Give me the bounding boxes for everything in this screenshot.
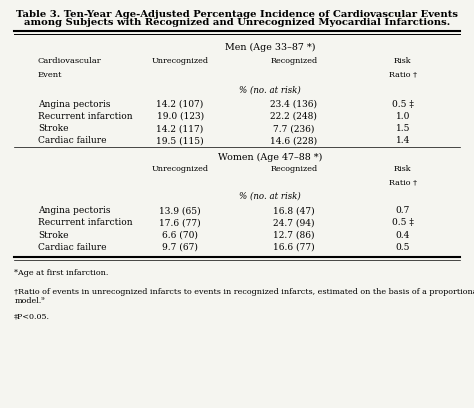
Text: Women (Age 47–88 *): Women (Age 47–88 *) [218, 153, 322, 162]
Text: 17.6 (77): 17.6 (77) [159, 218, 201, 227]
Text: among Subjects with Recognized and Unrecognized Myocardial Infarctions.: among Subjects with Recognized and Unrec… [24, 18, 450, 27]
Text: Stroke: Stroke [38, 124, 68, 133]
Text: Cardiac failure: Cardiac failure [38, 243, 107, 252]
Text: †Ratio of events in unrecognized infarcts to events in recognized infarcts, esti: †Ratio of events in unrecognized infarct… [14, 288, 474, 305]
Text: ‡P<0.05.: ‡P<0.05. [14, 312, 50, 320]
Text: 0.5: 0.5 [396, 243, 410, 252]
Text: 19.0 (123): 19.0 (123) [156, 112, 204, 121]
Text: Event: Event [38, 71, 63, 80]
Text: 0.7: 0.7 [396, 206, 410, 215]
Text: Cardiovascular: Cardiovascular [38, 57, 101, 65]
Text: Recognized: Recognized [270, 165, 318, 173]
Text: 6.6 (70): 6.6 (70) [162, 231, 198, 239]
Text: % (no. at risk): % (no. at risk) [239, 86, 301, 95]
Text: Risk: Risk [394, 57, 412, 65]
Text: Recurrent infarction: Recurrent infarction [38, 218, 133, 227]
Text: 1.0: 1.0 [396, 112, 410, 121]
Text: Stroke: Stroke [38, 231, 68, 239]
Text: 16.8 (47): 16.8 (47) [273, 206, 315, 215]
Text: 14.6 (228): 14.6 (228) [270, 136, 318, 145]
Text: 0.4: 0.4 [396, 231, 410, 239]
Text: % (no. at risk): % (no. at risk) [239, 192, 301, 201]
Text: 13.9 (65): 13.9 (65) [159, 206, 201, 215]
Text: 12.7 (86): 12.7 (86) [273, 231, 315, 239]
Text: Angina pectoris: Angina pectoris [38, 100, 110, 109]
Text: 1.5: 1.5 [396, 124, 410, 133]
Text: 9.7 (67): 9.7 (67) [162, 243, 198, 252]
Text: *Age at first infarction.: *Age at first infarction. [14, 269, 109, 277]
Text: Unrecognized: Unrecognized [152, 165, 209, 173]
Text: 19.5 (115): 19.5 (115) [156, 136, 204, 145]
Text: 23.4 (136): 23.4 (136) [270, 100, 318, 109]
Text: 14.2 (107): 14.2 (107) [156, 100, 204, 109]
Text: 7.7 (236): 7.7 (236) [273, 124, 315, 133]
Text: 14.2 (117): 14.2 (117) [156, 124, 204, 133]
Text: Recognized: Recognized [270, 57, 318, 65]
Text: 16.6 (77): 16.6 (77) [273, 243, 315, 252]
Text: Table 3. Ten-Year Age-Adjusted Percentage Incidence of Cardiovascular Events: Table 3. Ten-Year Age-Adjusted Percentag… [16, 10, 458, 19]
Text: 22.2 (248): 22.2 (248) [271, 112, 317, 121]
Text: 0.5 ‡: 0.5 ‡ [392, 100, 414, 109]
Text: Ratio †: Ratio † [389, 179, 417, 187]
Text: Men (Age 33–87 *): Men (Age 33–87 *) [225, 43, 315, 52]
Text: Recurrent infarction: Recurrent infarction [38, 112, 133, 121]
Text: Ratio †: Ratio † [389, 71, 417, 79]
Text: Cardiac failure: Cardiac failure [38, 136, 107, 145]
Text: Risk: Risk [394, 165, 412, 173]
Text: 1.4: 1.4 [396, 136, 410, 145]
Text: Angina pectoris: Angina pectoris [38, 206, 110, 215]
Text: Unrecognized: Unrecognized [152, 57, 209, 65]
Text: 0.5 ‡: 0.5 ‡ [392, 218, 414, 227]
Text: 24.7 (94): 24.7 (94) [273, 218, 315, 227]
